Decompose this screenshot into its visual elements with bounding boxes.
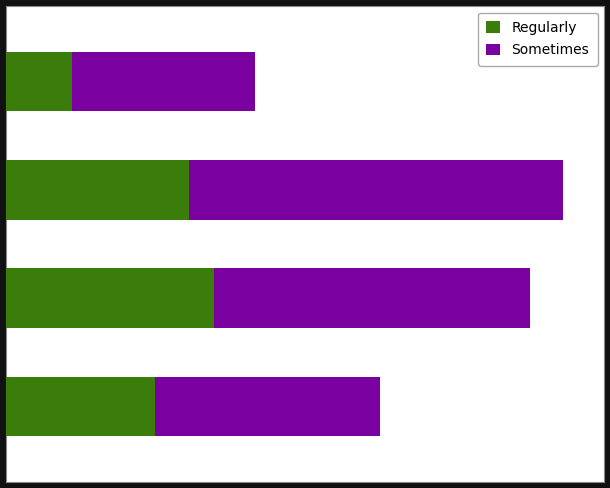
- Bar: [5, 52, 72, 111]
- Bar: [5, 377, 156, 436]
- Bar: [188, 160, 563, 220]
- Legend: Regularly, Sometimes: Regularly, Sometimes: [478, 13, 598, 65]
- Bar: [156, 377, 380, 436]
- Bar: [72, 52, 255, 111]
- Bar: [214, 268, 529, 328]
- Bar: [5, 160, 188, 220]
- Bar: [5, 268, 214, 328]
